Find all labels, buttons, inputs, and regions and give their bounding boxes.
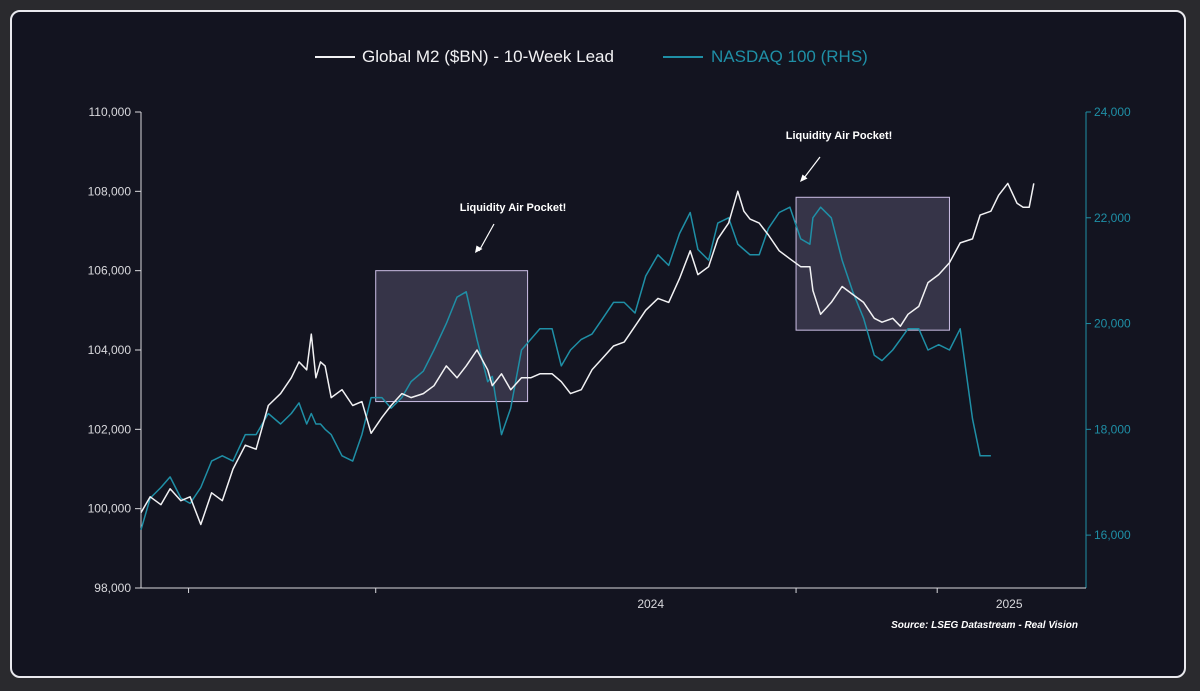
global-m2-line — [140, 182, 1035, 526]
highlight-box-2 — [795, 196, 950, 331]
right-axis-tick-label: 20,000 — [1094, 317, 1131, 331]
nasdaq-100-line — [140, 206, 991, 531]
right-axis-tick-label: 18,000 — [1094, 422, 1131, 436]
left-axis-tick-label: 98,000 — [94, 581, 131, 595]
left-axis-tick-label: 104,000 — [88, 343, 132, 357]
annotation-1-arrow — [478, 223, 495, 252]
series-lines — [140, 182, 1035, 531]
highlight-box-1 — [375, 270, 529, 403]
annotation-1-label: Liquidity Air Pocket! — [460, 202, 567, 214]
annotation-2-label: Liquidity Air Pocket! — [786, 130, 893, 142]
source-note: Source: LSEG Datastream - Real Vision — [891, 620, 1078, 631]
highlight-boxes — [375, 196, 950, 403]
annotation-2-arrowhead — [800, 174, 808, 182]
annotation-1-arrowhead — [475, 245, 483, 253]
left-axis-tick-label: 106,000 — [88, 264, 132, 278]
x-axis-tick-label: 2024 — [637, 597, 664, 611]
annotation-1: Liquidity Air Pocket! — [460, 202, 567, 253]
right-axis-tick-label: 24,000 — [1094, 105, 1131, 119]
annotation-2-arrow — [803, 156, 821, 179]
right-axis-tick-label: 16,000 — [1094, 528, 1131, 542]
legend-label-m2: Global M2 ($BN) - 10-Week Lead — [362, 47, 614, 66]
left-axis-tick-label: 102,000 — [88, 422, 132, 436]
legend: Global M2 ($BN) - 10-Week Lead NASDAQ 10… — [315, 47, 868, 66]
legend-label-nasdaq: NASDAQ 100 (RHS) — [711, 47, 868, 66]
left-axis-tick-label: 100,000 — [88, 502, 132, 516]
right-axis-tick-label: 22,000 — [1094, 211, 1131, 225]
chart-panel — [10, 10, 1186, 678]
x-axis-tick-label: 2025 — [996, 597, 1023, 611]
axes: 98,000 100,000 102,000 104,000 106,000 108,00… — [88, 105, 1131, 611]
left-axis-tick-label: 108,000 — [88, 184, 132, 198]
left-axis-tick-label: 110,000 — [89, 105, 132, 119]
annotation-2: Liquidity Air Pocket! — [786, 130, 893, 182]
